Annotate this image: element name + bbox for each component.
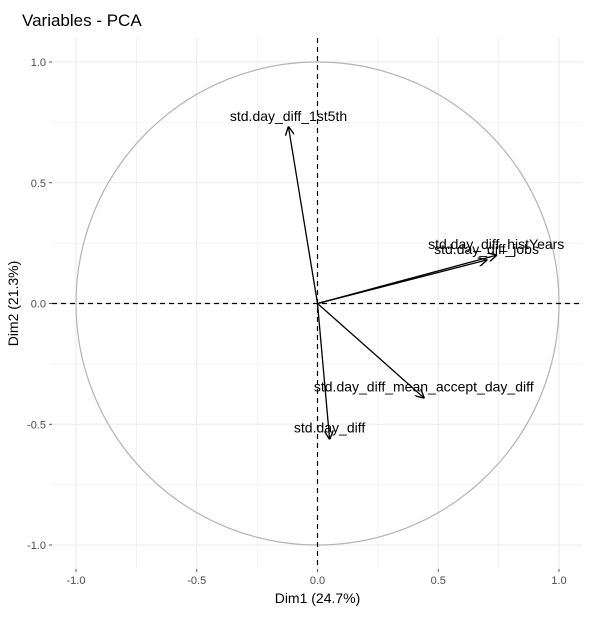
y-tick-label: -0.5 xyxy=(27,419,46,431)
variable-arrow xyxy=(318,304,330,439)
y-tick-label: 0.0 xyxy=(31,299,46,311)
y-tick-label: -1.0 xyxy=(27,540,46,552)
variable-label: std.day_diff xyxy=(294,420,365,436)
variable-arrow xyxy=(318,260,487,303)
y-tick-label: 1.0 xyxy=(31,57,46,69)
chart-title: Variables - PCA xyxy=(22,11,142,30)
tick-labels: -1.0 -0.5 0.0 0.5 1.0 -1.0 -0.5 0.0 0.5 1.0 xyxy=(27,57,567,587)
x-axis-title: Dim1 (24.7%) xyxy=(275,590,361,606)
y-axis-title: Dim2 (21.3%) xyxy=(5,261,21,347)
x-tick-label: 0.0 xyxy=(310,575,325,587)
variable-arrow xyxy=(289,127,318,303)
x-tick-label: -0.5 xyxy=(187,575,206,587)
x-tick-label: 1.0 xyxy=(551,575,566,587)
variable-labels: std.day_diff_1st5thstd.day_diff_histYear… xyxy=(230,108,564,436)
y-tick-label: 0.5 xyxy=(31,178,46,190)
variable-label: std.day_diff_jobs xyxy=(434,241,539,257)
x-tick-label: -1.0 xyxy=(67,575,86,587)
x-tick-label: 0.5 xyxy=(431,575,446,587)
variable-label: std.day_diff_mean_accept_day_diff xyxy=(314,379,534,395)
variable-label: std.day_diff_1st5th xyxy=(230,108,347,124)
